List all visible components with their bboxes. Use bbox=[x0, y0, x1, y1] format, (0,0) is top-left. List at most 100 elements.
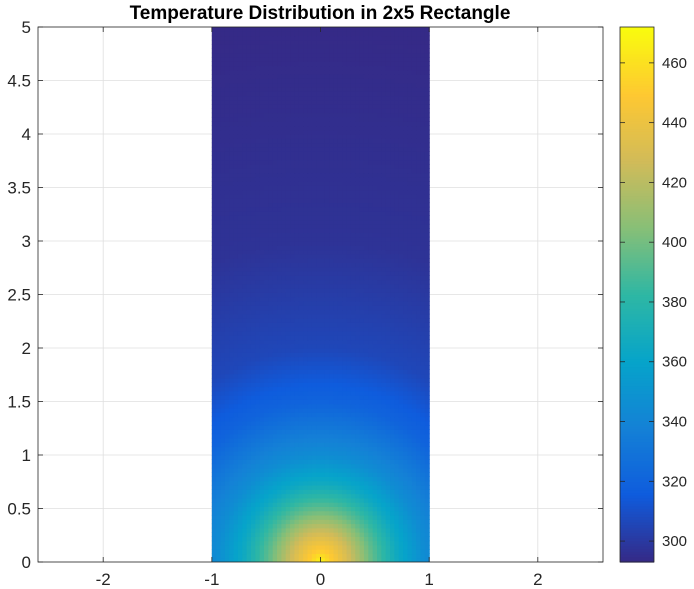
heatmap-cell bbox=[272, 348, 278, 353]
heatmap-cell bbox=[281, 416, 287, 422]
heatmap-cell bbox=[229, 270, 235, 276]
heatmap-cell bbox=[390, 253, 395, 259]
heatmap-cell bbox=[277, 446, 282, 452]
heatmap-cell bbox=[394, 300, 400, 306]
heatmap-cell bbox=[372, 193, 378, 199]
heatmap-cell bbox=[233, 523, 239, 529]
heatmap-cell bbox=[359, 433, 365, 439]
heatmap-cell bbox=[368, 335, 374, 341]
heatmap-cell bbox=[220, 437, 226, 443]
heatmap-cell bbox=[255, 172, 261, 178]
heatmap-cell bbox=[224, 352, 230, 358]
heatmap-cell bbox=[407, 326, 413, 332]
heatmap-cell bbox=[381, 352, 387, 358]
heatmap-cell bbox=[324, 258, 330, 263]
heatmap-cell bbox=[259, 527, 265, 533]
heatmap-cell bbox=[229, 373, 235, 379]
heatmap-cell bbox=[333, 236, 339, 242]
heatmap-cell bbox=[229, 322, 235, 328]
heatmap-cell bbox=[359, 151, 365, 156]
heatmap-cell bbox=[368, 339, 374, 345]
heatmap-cell bbox=[316, 463, 322, 469]
heatmap-cell bbox=[277, 403, 282, 409]
heatmap-cell bbox=[281, 168, 287, 174]
heatmap-cell bbox=[346, 416, 352, 422]
heatmap-cell bbox=[250, 343, 256, 349]
heatmap-cell bbox=[281, 296, 287, 302]
heatmap-cell bbox=[342, 193, 348, 199]
heatmap-cell bbox=[359, 305, 365, 311]
heatmap-cell bbox=[316, 318, 322, 323]
heatmap-cell bbox=[285, 193, 291, 199]
heatmap-cell bbox=[346, 228, 352, 234]
heatmap-cell bbox=[229, 339, 235, 345]
heatmap-cell bbox=[363, 544, 369, 550]
heatmap-cell bbox=[368, 523, 374, 529]
heatmap-cell bbox=[398, 172, 404, 178]
heatmap-cell bbox=[272, 540, 278, 546]
heatmap-cell bbox=[329, 348, 335, 353]
heatmap-cell bbox=[211, 446, 217, 452]
heatmap-cell bbox=[333, 463, 339, 469]
heatmap-cell bbox=[346, 232, 352, 238]
heatmap-cell bbox=[298, 279, 304, 285]
heatmap-cell bbox=[363, 429, 369, 435]
heatmap-cell bbox=[368, 549, 374, 555]
heatmap-cell bbox=[346, 326, 352, 332]
heatmap-cell bbox=[211, 497, 217, 503]
heatmap-cell bbox=[398, 283, 404, 289]
heatmap-cell bbox=[255, 390, 261, 396]
heatmap-cell bbox=[381, 176, 387, 182]
heatmap-cell bbox=[224, 326, 230, 332]
heatmap-cell bbox=[407, 168, 413, 174]
heatmap-cell bbox=[255, 480, 261, 486]
heatmap-cell bbox=[277, 553, 282, 559]
heatmap-cell bbox=[242, 377, 248, 383]
heatmap-cell bbox=[264, 249, 269, 255]
heatmap-cell bbox=[246, 442, 252, 448]
heatmap-cell bbox=[246, 228, 252, 234]
heatmap-cell bbox=[329, 540, 335, 546]
heatmap-cell bbox=[381, 497, 387, 503]
heatmap-cell bbox=[346, 288, 352, 293]
heatmap-cell bbox=[372, 223, 378, 229]
heatmap-cell bbox=[246, 407, 252, 413]
heatmap-cell bbox=[237, 352, 243, 358]
heatmap-cell bbox=[368, 343, 374, 349]
heatmap-cell bbox=[329, 253, 335, 259]
heatmap-cell bbox=[346, 181, 352, 186]
heatmap-cell bbox=[350, 382, 356, 388]
heatmap-cell bbox=[303, 198, 309, 204]
heatmap-cell bbox=[372, 510, 378, 516]
heatmap-cell bbox=[337, 544, 343, 550]
heatmap-cell bbox=[403, 433, 409, 439]
heatmap-cell bbox=[216, 318, 222, 323]
heatmap-cell bbox=[272, 523, 278, 529]
heatmap-cell bbox=[333, 249, 339, 255]
heatmap-cell bbox=[333, 467, 339, 473]
heatmap-cell bbox=[233, 356, 239, 362]
heatmap-cell bbox=[281, 489, 287, 495]
heatmap-cell bbox=[246, 270, 252, 276]
heatmap-cell bbox=[320, 168, 326, 174]
heatmap-cell bbox=[398, 476, 404, 482]
heatmap-cell bbox=[359, 288, 365, 293]
heatmap-cell bbox=[398, 455, 404, 460]
heatmap-cell bbox=[303, 455, 309, 460]
heatmap-cell bbox=[224, 377, 230, 383]
heatmap-cell bbox=[220, 365, 226, 370]
heatmap-cell bbox=[394, 163, 400, 169]
heatmap-cell bbox=[316, 502, 322, 507]
heatmap-cell bbox=[377, 493, 382, 499]
heatmap-cell bbox=[220, 506, 226, 512]
heatmap-cell bbox=[285, 352, 291, 358]
heatmap-cell bbox=[277, 168, 282, 174]
heatmap-cell bbox=[372, 557, 378, 562]
heatmap-cell bbox=[290, 348, 296, 353]
heatmap-cell bbox=[420, 540, 426, 546]
heatmap-cell bbox=[416, 446, 422, 452]
heatmap-cell bbox=[377, 365, 382, 370]
heatmap-cell bbox=[329, 450, 335, 456]
heatmap-cell bbox=[385, 356, 391, 362]
heatmap-cell bbox=[363, 416, 369, 422]
